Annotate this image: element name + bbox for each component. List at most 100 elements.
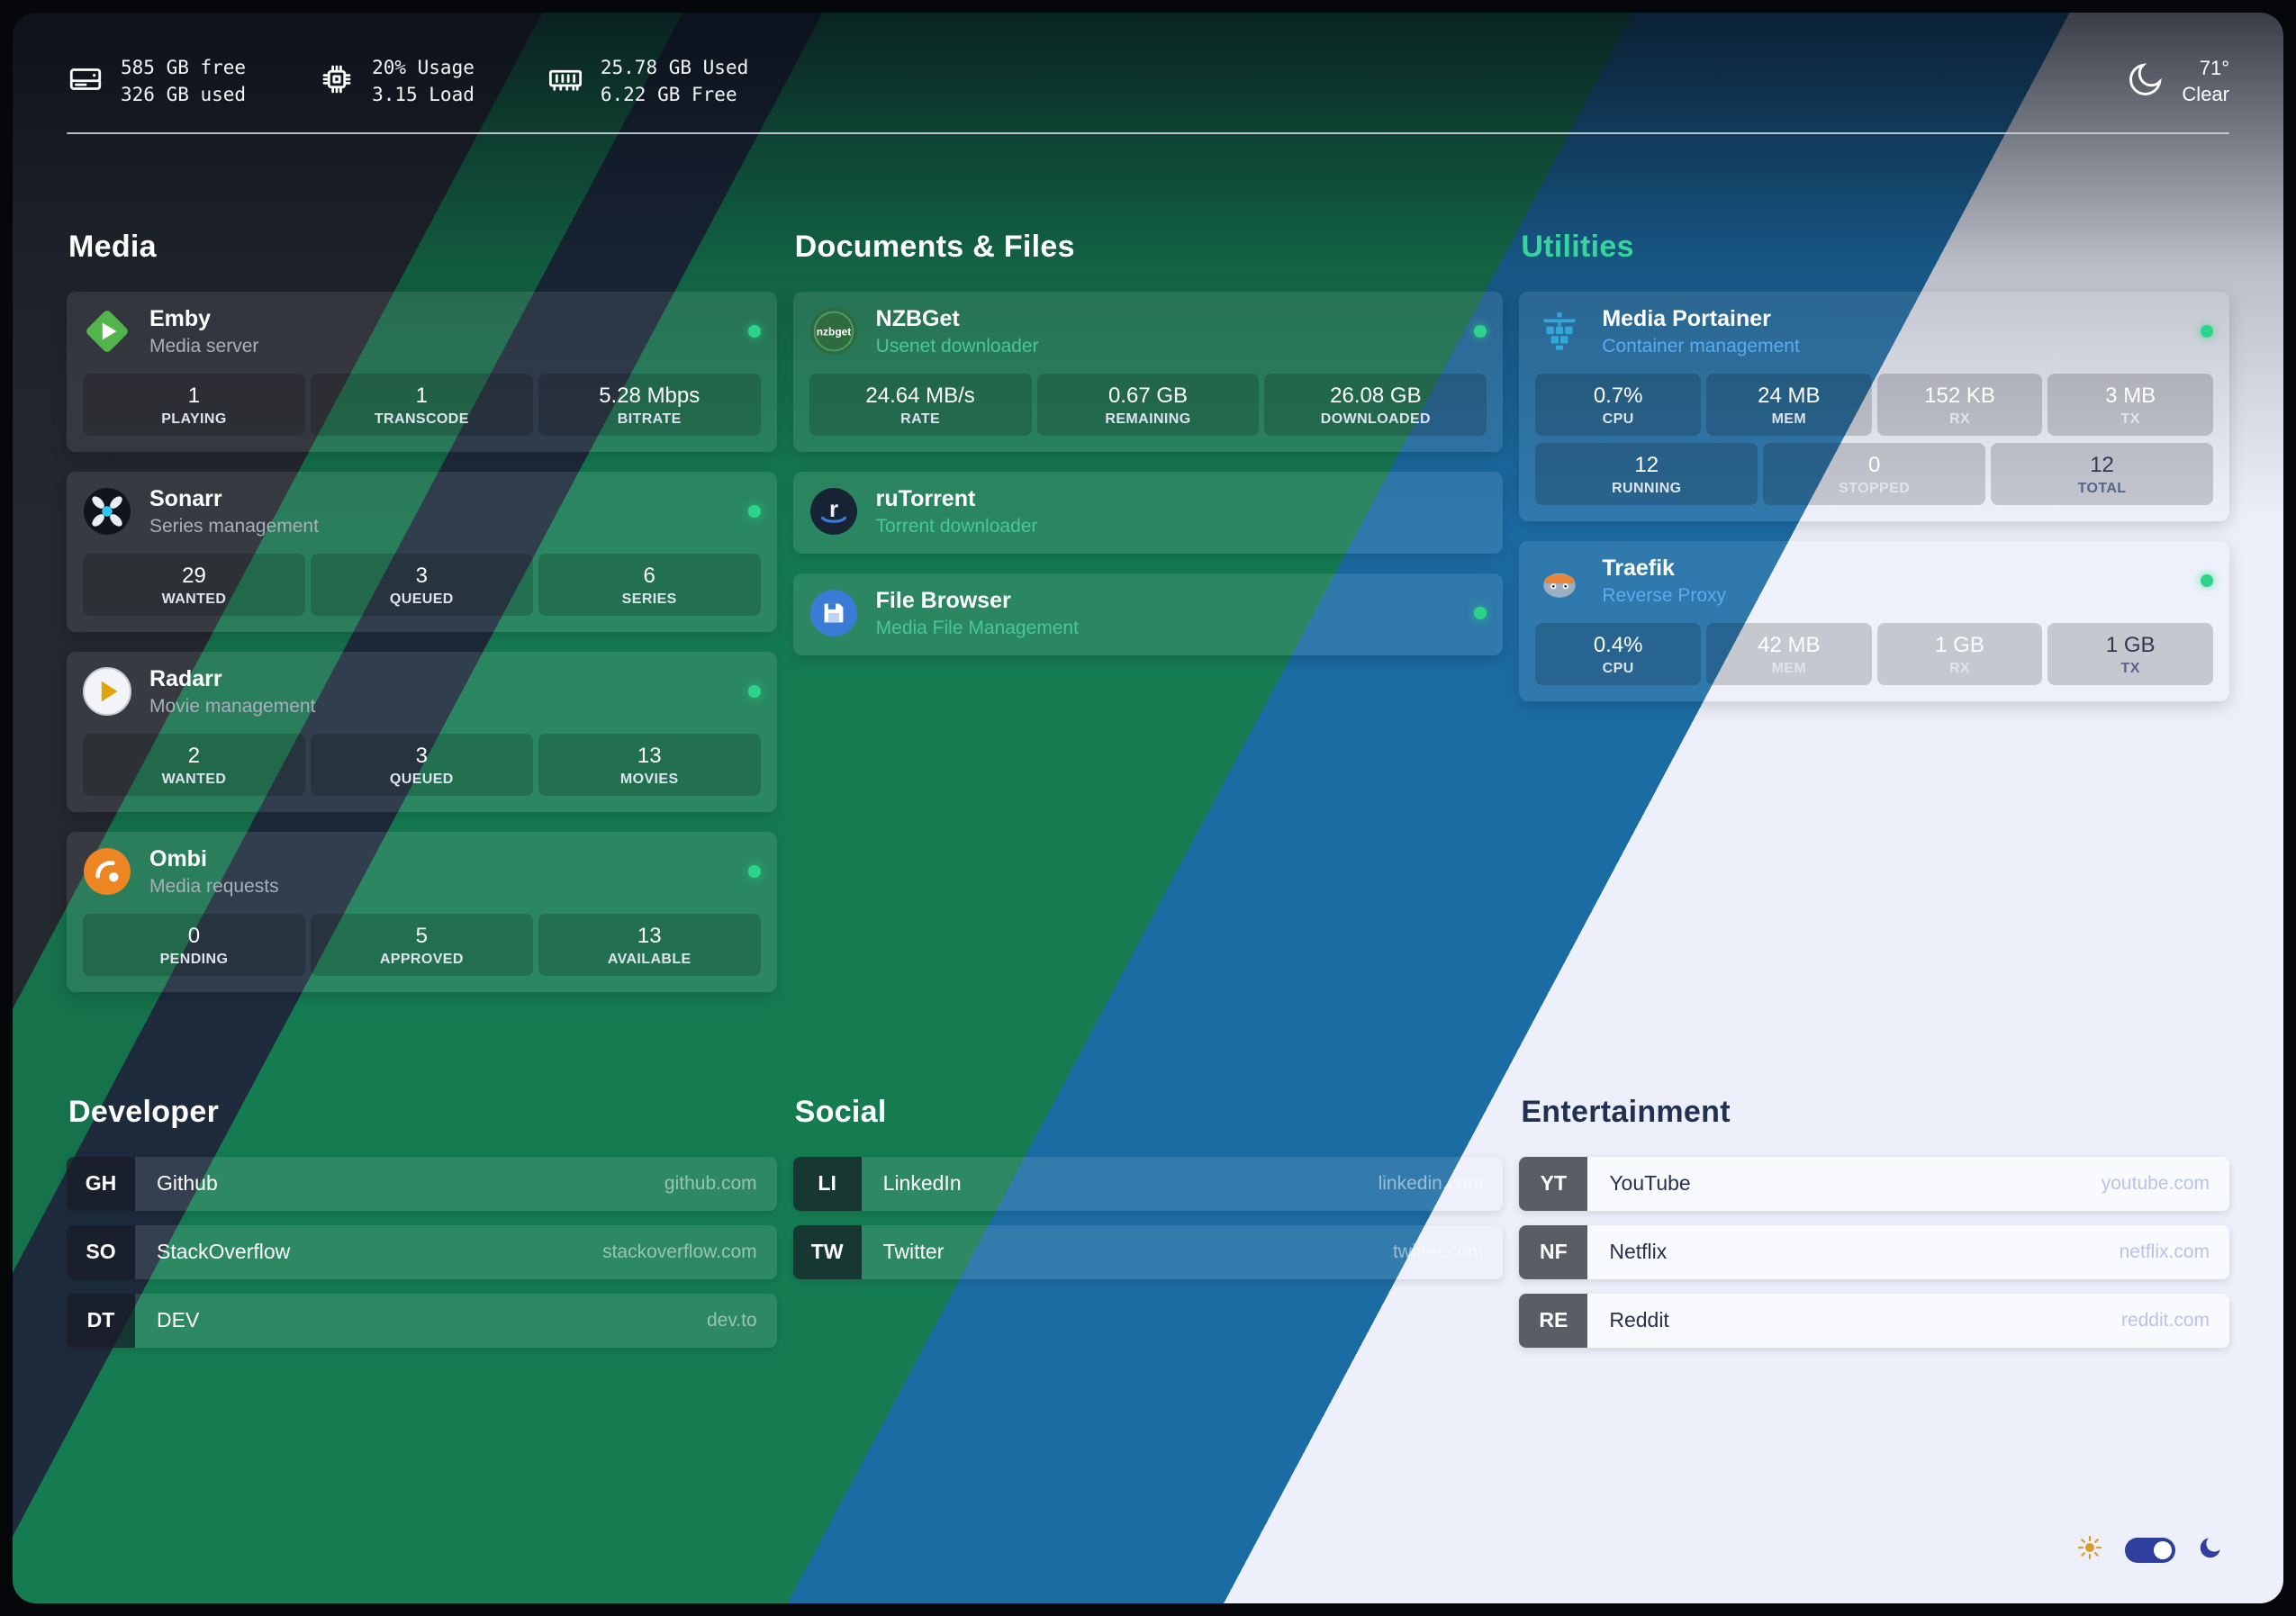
- disk-free: 585 GB free: [121, 57, 247, 78]
- section-developer: Developer GH Github github.com SO StackO…: [67, 1095, 777, 1362]
- bookmark-github[interactable]: GH Github github.com: [67, 1156, 777, 1211]
- service-card-rutorrent[interactable]: r ruTorrent Torrent downloader: [792, 471, 1504, 554]
- weather-widget[interactable]: 71° Clear: [2126, 55, 2229, 108]
- service-subtitle: Media File Management: [875, 617, 1079, 638]
- service-subtitle: Reverse Proxy: [1602, 584, 1727, 606]
- stat-label: MEM: [1771, 411, 1807, 427]
- portainer-icon: [1535, 307, 1584, 356]
- service-card-portainer[interactable]: Media Portainer Container management 0.7…: [1519, 291, 2229, 521]
- stat-label: MOVIES: [619, 771, 679, 787]
- stat-box: 29 WANTED: [83, 553, 305, 616]
- status-dot: [2201, 574, 2213, 588]
- stat-box: 13 MOVIES: [538, 733, 761, 796]
- stat-label: AVAILABLE: [607, 951, 692, 967]
- bookmark-stackoverflow[interactable]: SO StackOverflow stackoverflow.com: [67, 1224, 777, 1279]
- section-title-utilities: Utilities: [1521, 229, 1634, 264]
- bookmark-abbr: YT: [1519, 1156, 1588, 1211]
- stat-label: CPU: [1602, 660, 1634, 676]
- stat-label: DOWNLOADED: [1320, 411, 1431, 427]
- stat-value: 12: [2090, 452, 2114, 477]
- stat-label: RX: [1948, 660, 1971, 676]
- section-title-media: Media: [68, 229, 157, 264]
- cpu-icon: [318, 60, 356, 103]
- stat-box: 12 RUNNING: [1535, 442, 1758, 505]
- stat-value: 1: [187, 383, 201, 408]
- section-social: Social LI LinkedIn linkedin.com TW Twitt…: [792, 1095, 1504, 1294]
- dashboard-page: 585 GB free 326 GB used 20% Usage 3.15 L…: [13, 13, 2283, 1603]
- service-card-sonarr[interactable]: Sonarr Series management 29 WANTED 3 QUE…: [67, 471, 777, 632]
- stat-box: 24.64 MB/s RATE: [809, 373, 1032, 436]
- bookmarks-grid: Developer GH Github github.com SO StackO…: [67, 1095, 2229, 1362]
- bookmark-url: stackoverflow.com: [602, 1241, 757, 1262]
- stat-value: 12: [1634, 452, 1659, 477]
- stat-value: 29: [182, 563, 206, 588]
- service-name: File Browser: [875, 587, 1011, 613]
- service-name: Ombi: [149, 845, 207, 871]
- disk-used: 326 GB used: [121, 84, 247, 106]
- stat-value: 6: [643, 563, 655, 588]
- service-card-ombi[interactable]: Ombi Media requests 0 PENDING 5 APPROVED: [67, 831, 777, 992]
- section-media: Media Emby Media server 1 PLAYING: [67, 230, 777, 1012]
- bookmark-reddit[interactable]: RE Reddit reddit.com: [1519, 1293, 2229, 1348]
- stat-box: 12 TOTAL: [1991, 442, 2213, 505]
- stat-value: 0.67 GB: [1107, 383, 1189, 408]
- service-card-emby[interactable]: Emby Media server 1 PLAYING 1 TRANSCODE: [67, 291, 777, 452]
- service-subtitle: Container management: [1602, 335, 1800, 357]
- stat-box: 6 SERIES: [538, 553, 761, 616]
- stat-label: REMAINING: [1105, 411, 1191, 427]
- stat-label: RUNNING: [1612, 480, 1682, 496]
- stat-value: 0.7%: [1593, 383, 1643, 408]
- stat-box: 152 KB RX: [1876, 373, 2043, 436]
- bookmark-netflix[interactable]: NF Netflix netflix.com: [1519, 1224, 2229, 1279]
- bookmark-youtube[interactable]: YT YouTube youtube.com: [1519, 1156, 2229, 1211]
- status-dot: [747, 505, 761, 519]
- bookmark-linkedin[interactable]: LI LinkedIn linkedin.com: [792, 1156, 1504, 1211]
- bookmark-url: github.com: [664, 1172, 757, 1194]
- moon-icon[interactable]: [2197, 1534, 2224, 1566]
- stat-value: 24.64 MB/s: [865, 383, 975, 408]
- status-dot: [747, 325, 761, 339]
- bookmark-name: DEV: [157, 1308, 200, 1332]
- stat-value: 0: [1867, 452, 1881, 477]
- theme-toggle[interactable]: [2125, 1537, 2175, 1563]
- service-card-traefik[interactable]: Traefik Reverse Proxy 0.4% CPU 42 MB MEM: [1519, 540, 2229, 701]
- theme-toggle-knob: [2154, 1540, 2172, 1559]
- service-name: Media Portainer: [1602, 305, 1771, 331]
- stat-box: 1 GB TX: [2047, 622, 2214, 685]
- bookmark-url: netflix.com: [2119, 1241, 2210, 1262]
- rutorrent-icon: r: [809, 487, 858, 536]
- service-card-nzbget[interactable]: nzbget NZBGet Usenet downloader 24.64 MB…: [792, 291, 1504, 452]
- bookmark-abbr: DT: [67, 1293, 135, 1348]
- service-card-filebrowser[interactable]: File Browser Media File Management: [792, 573, 1504, 655]
- bookmark-name: Twitter: [882, 1240, 945, 1264]
- stat-value: 0: [187, 923, 201, 948]
- memory-icon: [547, 60, 584, 103]
- stat-label: TOTAL: [2077, 480, 2127, 496]
- bookmark-abbr: TW: [792, 1224, 862, 1279]
- stat-value: 3: [415, 563, 429, 588]
- bookmark-dev[interactable]: DT DEV dev.to: [67, 1293, 777, 1348]
- disk-icon: [67, 60, 104, 103]
- service-card-radarr[interactable]: Radarr Movie management 2 WANTED 3 QUEUE…: [67, 651, 777, 812]
- cpu-usage: 20% Usage: [372, 57, 475, 78]
- bookmark-name: Reddit: [1609, 1308, 1669, 1332]
- stat-label: RX: [1948, 411, 1971, 427]
- system-stats-bar: 585 GB free 326 GB used 20% Usage 3.15 L…: [67, 54, 2229, 109]
- stat-box: 3 QUEUED: [310, 553, 533, 616]
- stat-label: RATE: [900, 411, 941, 427]
- bookmark-url: linkedin.com: [1378, 1172, 1484, 1194]
- bookmark-twitter[interactable]: TW Twitter twitter.com: [792, 1224, 1504, 1279]
- stat-box: 24 MB MEM: [1706, 373, 1872, 436]
- stat-box: 13 AVAILABLE: [538, 913, 761, 976]
- sun-icon[interactable]: [2076, 1534, 2103, 1566]
- bookmark-abbr: SO: [67, 1224, 135, 1279]
- memory-used: 25.78 GB Used: [600, 57, 749, 78]
- stat-box: 3 MB TX: [2047, 373, 2214, 436]
- stat-label: CPU: [1602, 411, 1634, 427]
- emby-icon: [83, 307, 131, 356]
- bookmark-name: Github: [157, 1171, 218, 1196]
- service-subtitle: Series management: [149, 515, 319, 537]
- section-utilities: Utilities Media Portainer Container mana…: [1519, 230, 2229, 721]
- bookmark-url: reddit.com: [2120, 1309, 2210, 1331]
